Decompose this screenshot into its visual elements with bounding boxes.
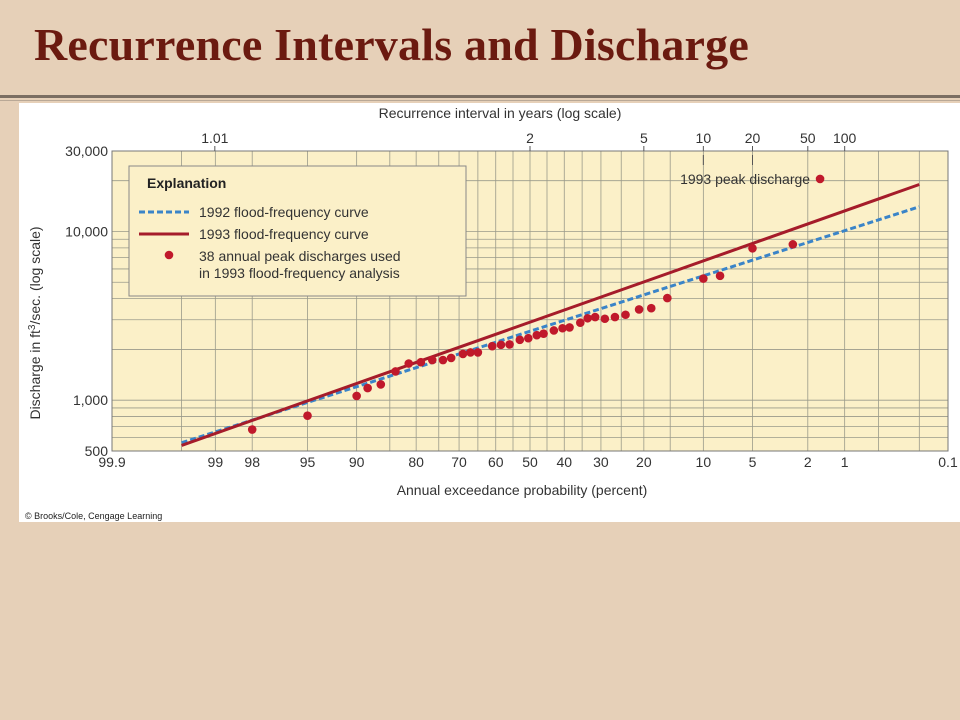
slide-title: Recurrence Intervals and Discharge bbox=[34, 19, 749, 70]
legend-item-label: 38 annual peak discharges used bbox=[199, 248, 401, 264]
title-divider bbox=[0, 95, 960, 98]
data-point bbox=[515, 335, 525, 345]
legend-item-label: in 1993 flood-frequency analysis bbox=[199, 265, 400, 281]
data-point bbox=[487, 341, 497, 351]
flood-frequency-chart: 99.9 99 98 95 90 80 70 60 50 40 30 20 10 5 2 1 0.1 500 1,0… bbox=[25, 105, 958, 521]
data-point bbox=[376, 380, 386, 389]
y-tick-label: 500 bbox=[85, 443, 109, 459]
legend-item-label: 1993 flood-frequency curve bbox=[199, 226, 369, 242]
data-point bbox=[505, 340, 514, 349]
figure-panel: 99.9 99 98 95 90 80 70 60 50 40 30 20 10 5 2 1 0.1 500 1,0… bbox=[19, 103, 960, 522]
x-tick-label: 95 bbox=[300, 454, 316, 470]
data-point bbox=[646, 303, 656, 313]
top-tick-label: 50 bbox=[800, 130, 816, 146]
data-point bbox=[699, 274, 708, 283]
x-tick-label: 98 bbox=[244, 454, 260, 470]
x-tick-label: 99 bbox=[208, 454, 224, 470]
legend-swatch-dot bbox=[164, 250, 174, 260]
annotation-label: 1993 peak discharge bbox=[680, 171, 810, 187]
data-point bbox=[583, 313, 592, 323]
data-point bbox=[663, 293, 672, 303]
data-point bbox=[458, 349, 468, 359]
data-point bbox=[391, 367, 400, 376]
data-point bbox=[363, 383, 372, 393]
data-point bbox=[788, 240, 798, 249]
top-tick-label: 20 bbox=[745, 130, 761, 146]
x-tick-label: 60 bbox=[488, 454, 504, 470]
data-point bbox=[438, 355, 448, 365]
top-tick-label: 10 bbox=[696, 130, 712, 146]
x-tick-label: 2 bbox=[804, 454, 812, 470]
x-tick-label: 40 bbox=[556, 454, 572, 470]
data-point bbox=[473, 348, 483, 357]
data-point bbox=[352, 391, 361, 401]
data-point bbox=[565, 323, 574, 332]
top-axis-label: Recurrence interval in years (log scale) bbox=[379, 105, 622, 121]
data-point bbox=[558, 323, 567, 333]
axes: 99.9 99 98 95 90 80 70 60 50 40 30 20 10 5 2 1 0.1 500 1,0… bbox=[27, 105, 958, 498]
data-point bbox=[539, 329, 548, 338]
data-point bbox=[247, 425, 257, 434]
credit-text: © Brooks/Cole, Cengage Learning bbox=[25, 511, 162, 521]
data-point bbox=[532, 330, 542, 340]
data-point bbox=[748, 244, 757, 253]
top-tick-label: 5 bbox=[640, 130, 648, 146]
data-point bbox=[404, 359, 414, 368]
legend-box bbox=[128, 165, 467, 297]
y-tick-label: 10,000 bbox=[65, 223, 108, 239]
data-point bbox=[549, 326, 559, 335]
data-point bbox=[524, 333, 533, 343]
legend-title: Explanation bbox=[147, 175, 226, 191]
x-tick-label: 80 bbox=[408, 454, 424, 470]
x-tick-label: 20 bbox=[636, 454, 652, 470]
y-tick-label: 1,000 bbox=[73, 392, 108, 408]
x-tick-label: 0.1 bbox=[938, 454, 958, 470]
top-tick-label: 2 bbox=[526, 130, 534, 146]
series: 1993 peak discharge bbox=[181, 155, 920, 447]
data-point bbox=[303, 411, 312, 420]
data-point bbox=[575, 318, 585, 328]
y-axis-label: Discharge in ft3/sec. (log scale) bbox=[27, 226, 44, 419]
data-point bbox=[466, 348, 475, 357]
x-tick-label: 90 bbox=[349, 454, 365, 470]
x-tick-label: 5 bbox=[749, 454, 757, 470]
x-tick-label: 30 bbox=[593, 454, 609, 470]
x-tick-label: 99.9 bbox=[98, 454, 125, 470]
x-tick-label: 70 bbox=[451, 454, 467, 470]
data-point bbox=[621, 310, 630, 320]
legend-item-label: 1992 flood-frequency curve bbox=[199, 204, 369, 220]
data-point bbox=[496, 340, 506, 350]
data-point bbox=[610, 312, 620, 322]
curve-1993-line bbox=[181, 183, 920, 447]
x-tick-label: 50 bbox=[522, 454, 538, 470]
data-point bbox=[416, 357, 426, 367]
data-point bbox=[427, 355, 437, 365]
data-point bbox=[600, 314, 610, 324]
data-point bbox=[446, 353, 456, 363]
x-tick-label: 10 bbox=[696, 454, 712, 470]
top-tick-label: 100 bbox=[833, 130, 857, 146]
data-point bbox=[590, 312, 600, 322]
title-divider-thin bbox=[0, 100, 960, 101]
x-axis-label: Annual exceedance probability (percent) bbox=[397, 482, 648, 498]
legend: Explanation 1992 flood-frequency curve 199… bbox=[128, 165, 467, 297]
y-tick-label: 30,000 bbox=[65, 143, 108, 159]
data-point bbox=[634, 305, 644, 314]
data-point bbox=[815, 174, 825, 184]
x-tick-label: 1 bbox=[841, 454, 849, 470]
data-point bbox=[715, 271, 725, 281]
top-tick-label: 1.01 bbox=[201, 130, 228, 146]
